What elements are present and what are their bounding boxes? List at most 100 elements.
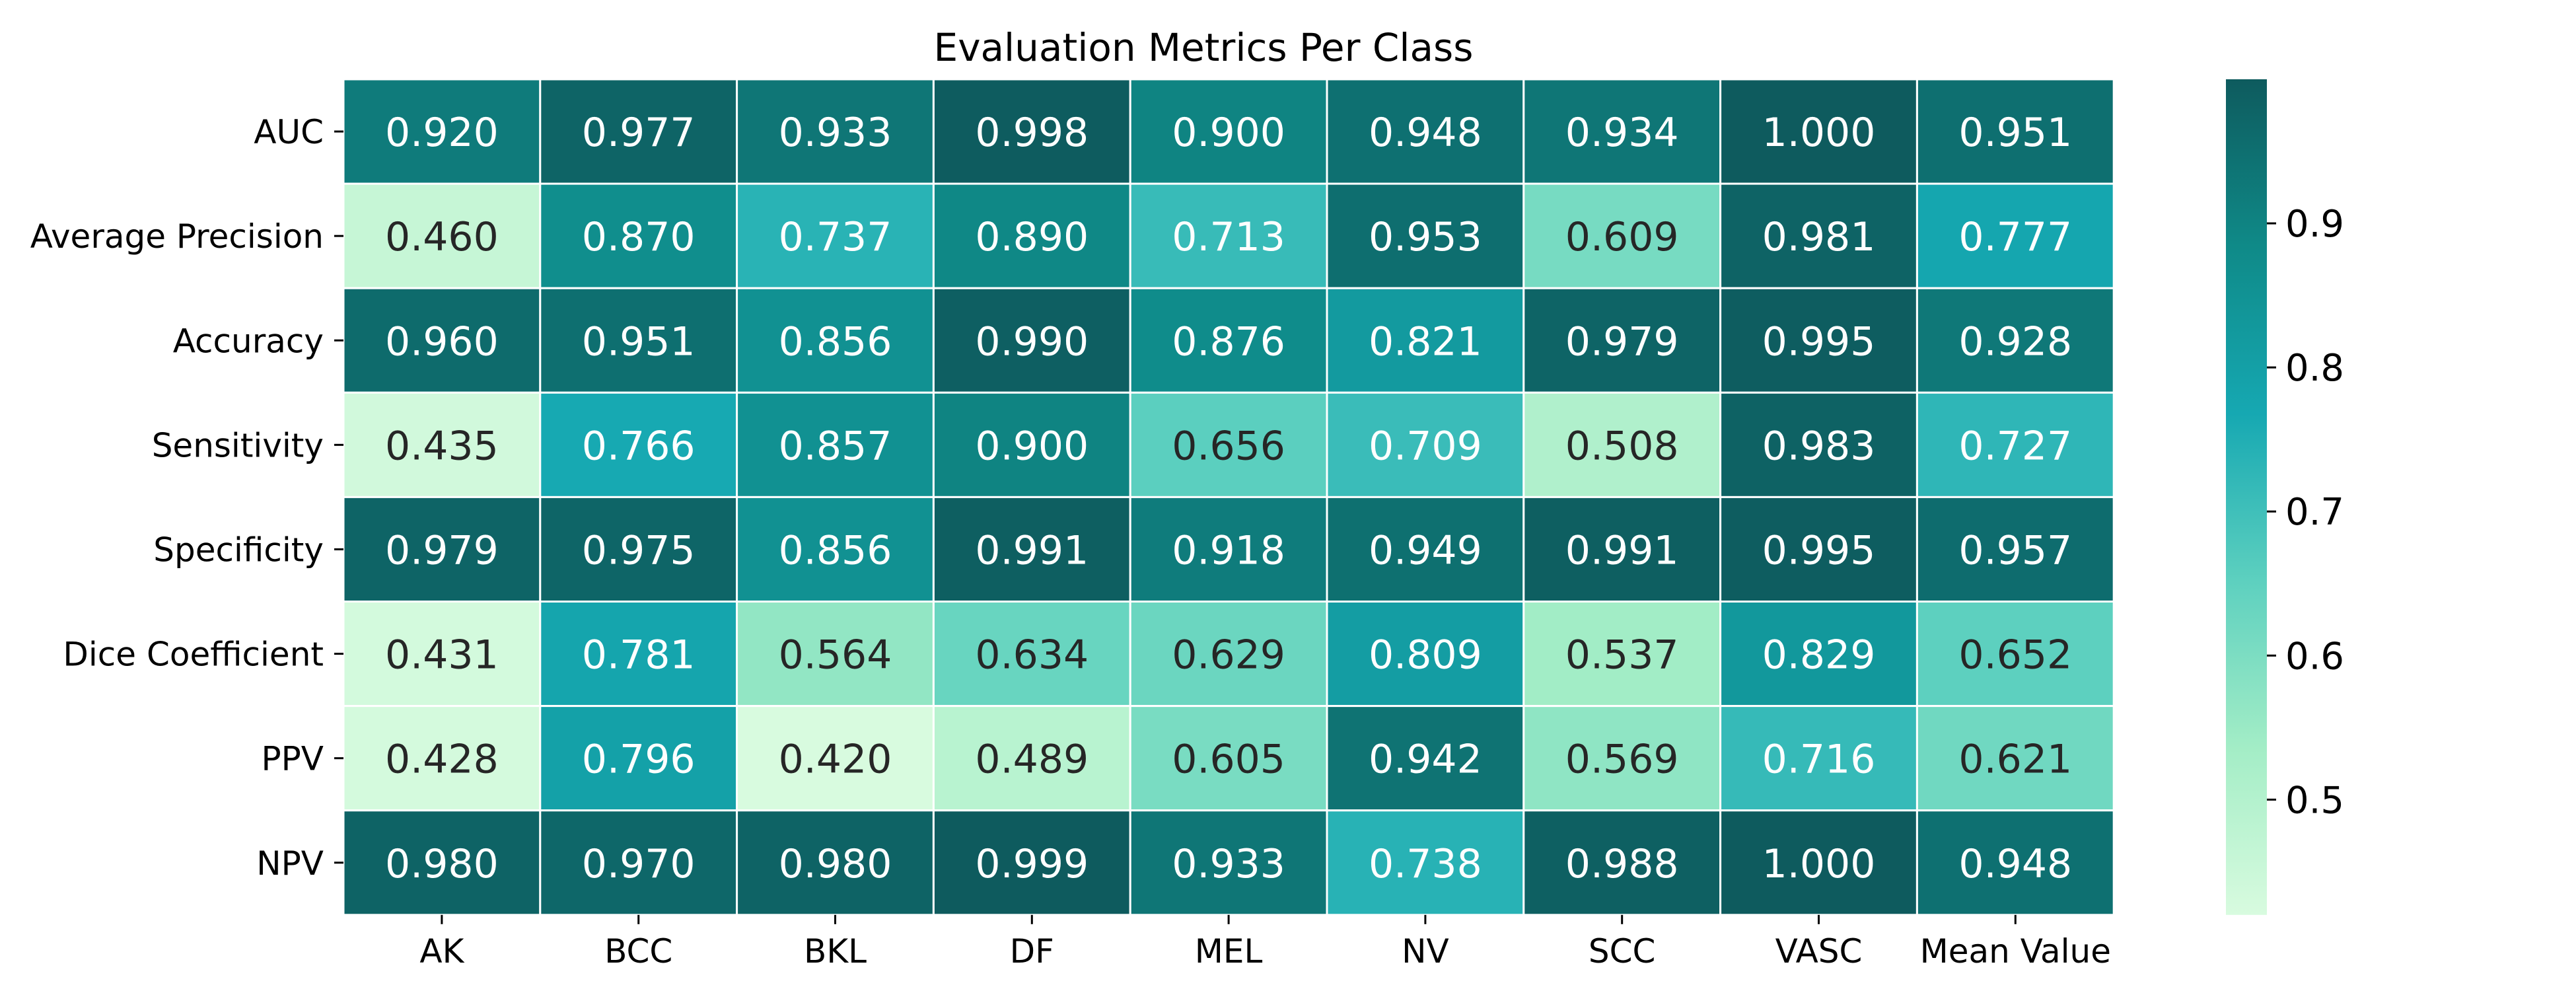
cell-value-label: 0.870 [582, 214, 696, 260]
heatmap-cell [932, 809, 1131, 916]
cell-value-label: 0.991 [1565, 527, 1679, 573]
colorbar-tick-label: 0.8 [2285, 347, 2344, 390]
cell-value-label: 0.428 [385, 737, 499, 783]
cell-value-label: 0.569 [1565, 737, 1679, 783]
heatmap-cell [1522, 182, 1722, 289]
cell-value-label: 0.564 [779, 632, 892, 679]
heatmap-cell [1326, 495, 1525, 603]
heatmap-cell [342, 287, 542, 394]
cell-value-label: 0.928 [1958, 318, 2072, 365]
cell-value-label: 0.953 [1369, 214, 1482, 260]
heatmap-cell [1915, 601, 2115, 708]
cell-value-label: 0.856 [779, 527, 892, 573]
y-tick-label: Accuracy [173, 322, 324, 360]
cell-value-label: 1.000 [1762, 110, 1876, 156]
cell-value-label: 0.934 [1565, 110, 1679, 156]
cell-value-label: 0.960 [385, 318, 499, 365]
cell-value-label: 0.738 [1369, 841, 1482, 887]
cell-value-label: 1.000 [1762, 841, 1876, 887]
x-tick-label: Mean Value [1920, 932, 2111, 971]
y-tick-label: Dice Coefficient [63, 636, 324, 674]
cell-value-label: 0.634 [975, 632, 1089, 679]
colorbar-gradient [2226, 79, 2267, 915]
cell-value-label: 0.713 [1172, 214, 1285, 260]
cell-value-label: 0.460 [385, 214, 499, 260]
cell-value-label: 0.766 [582, 423, 696, 469]
heatmap-cell [1326, 809, 1525, 916]
cell-value-label: 0.918 [1172, 527, 1285, 573]
colorbar-tick-label: 0.9 [2285, 203, 2344, 246]
heatmap-cell [1719, 182, 1918, 289]
cell-value-label: 0.796 [582, 737, 696, 783]
y-tick-label: Specificity [153, 531, 324, 569]
cell-value-label: 0.537 [1565, 632, 1679, 679]
cell-value-label: 0.716 [1762, 737, 1876, 783]
y-tick-label: AUC [254, 113, 324, 151]
cell-value-label: 0.998 [975, 110, 1089, 156]
colorbar-ticks: 0.5 0.6 0.7 0.8 0.9 [2267, 203, 2344, 822]
cell-value-label: 0.900 [1172, 110, 1285, 156]
heatmap-cell [342, 182, 542, 289]
heatmap-cell [539, 78, 738, 185]
cell-value-label: 0.983 [1762, 423, 1876, 469]
cell-value-label: 0.876 [1172, 318, 1285, 365]
heatmap-cell [342, 391, 542, 498]
heatmap-cell [1915, 182, 2115, 289]
heatmap-cell [342, 705, 542, 812]
heatmap-cell [342, 495, 542, 603]
cell-value-label: 0.629 [1172, 632, 1285, 679]
cell-value-label: 0.970 [582, 841, 696, 887]
heatmap-cell [1326, 78, 1525, 185]
cell-value-label: 0.656 [1172, 423, 1285, 469]
cell-value-label: 0.652 [1958, 632, 2072, 679]
y-tick-label: Average Precision [30, 217, 324, 256]
heatmap-cell [1522, 809, 1722, 916]
heatmap-cell [736, 182, 935, 289]
heatmap-cell [1915, 391, 2115, 498]
cell-value-label: 0.727 [1958, 423, 2072, 469]
cell-value-label: 0.920 [385, 110, 499, 156]
cell-value-label: 0.890 [975, 214, 1089, 260]
cell-value-label: 0.609 [1565, 214, 1679, 260]
cell-value-label: 0.988 [1565, 841, 1679, 887]
heatmap-cell [539, 495, 738, 603]
y-tick-label: PPV [261, 740, 324, 778]
x-axis-labels: AK BCC BKL DF MEL NV SCC VASC Mean Value [419, 914, 2111, 971]
cell-value-label: 0.508 [1565, 423, 1679, 469]
heatmap-cell [932, 601, 1131, 708]
heatmap-cell [1915, 809, 2115, 916]
heatmap-cell [932, 391, 1131, 498]
heatmap-cell [1915, 287, 2115, 394]
colorbar: 0.5 0.6 0.7 0.8 0.9 [2226, 79, 2344, 915]
cell-value-label: 0.621 [1958, 737, 2072, 783]
cell-value-label: 0.900 [975, 423, 1089, 469]
x-tick-label: BCC [604, 932, 672, 971]
heatmap-cell [539, 287, 738, 394]
cell-value-label: 0.951 [582, 318, 696, 365]
cell-value-label: 0.420 [779, 737, 892, 783]
cell-value-label: 0.435 [385, 423, 499, 469]
y-tick-label: Sensitivity [152, 426, 324, 464]
heatmap-cell [1129, 601, 1328, 708]
cell-value-label: 0.737 [779, 214, 892, 260]
cell-value-label: 0.979 [385, 527, 499, 573]
heatmap-cell [342, 601, 542, 708]
cell-value-label: 0.999 [975, 841, 1089, 887]
cell-value-label: 0.857 [779, 423, 892, 469]
heatmap-cell [539, 705, 738, 812]
cell-value-label: 0.951 [1958, 110, 2072, 156]
cell-value-label: 0.979 [1565, 318, 1679, 365]
cell-value-label: 0.781 [582, 632, 696, 679]
cell-value-label: 0.949 [1369, 527, 1482, 573]
heatmap-cell [1719, 391, 1918, 498]
heatmap-cells [342, 78, 2115, 916]
cell-value-label: 0.933 [1172, 841, 1285, 887]
cell-value-label: 0.990 [975, 318, 1089, 365]
heatmap-cell [1129, 287, 1328, 394]
cell-value-label: 0.957 [1958, 527, 2072, 573]
heatmap-cell [736, 287, 935, 394]
heatmap-cell [1719, 601, 1918, 708]
heatmap-cell [1522, 287, 1722, 394]
x-tick-label: DF [1010, 932, 1054, 971]
heatmap-cell [1915, 495, 2115, 603]
